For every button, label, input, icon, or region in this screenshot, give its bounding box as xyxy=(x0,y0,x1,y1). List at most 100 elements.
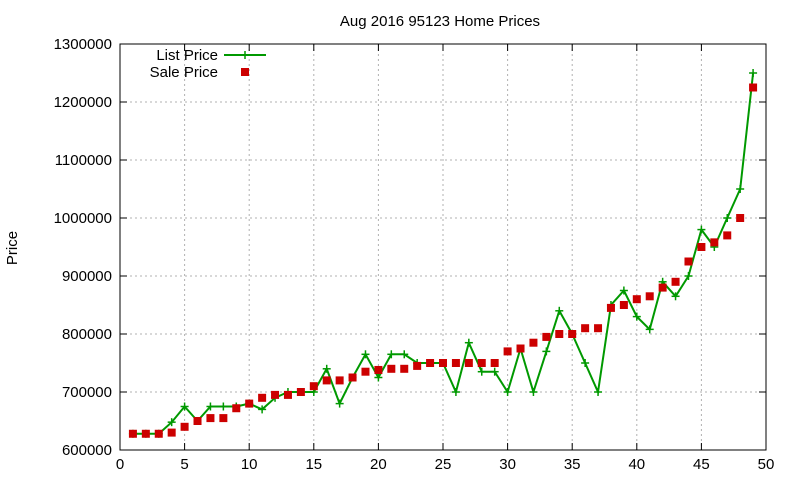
list-price-point xyxy=(632,312,641,321)
y-tick-label: 1100000 xyxy=(55,152,112,169)
sale-price-point xyxy=(167,428,176,437)
sale-price-point xyxy=(581,324,590,333)
y-tick-label: 1000000 xyxy=(54,210,112,227)
axis-ticks: 0 5 10 15 20 25 30 35 40 45 50 600000 700000 800000 90… xyxy=(54,36,775,473)
y-axis-label: Price xyxy=(4,231,21,265)
sale-price-point xyxy=(697,243,706,251)
x-tick-label: 25 xyxy=(435,456,452,473)
legend-label-sale-price: Sale Price xyxy=(150,64,218,81)
x-tick-label: 20 xyxy=(370,456,387,473)
sale-price-point xyxy=(154,429,163,438)
sale-price-point xyxy=(555,330,564,338)
list-price-point xyxy=(581,359,590,367)
sale-price-point xyxy=(193,417,202,425)
list-price-point xyxy=(167,418,176,427)
sale-price-point xyxy=(606,303,615,312)
list-price-point xyxy=(736,185,745,193)
list-price-point xyxy=(361,350,370,359)
x-tick-label: 45 xyxy=(693,456,710,473)
y-tick-label: 900000 xyxy=(62,268,112,285)
sale-price-point xyxy=(361,367,370,376)
list-price-point xyxy=(697,225,706,234)
list-price-point xyxy=(619,286,628,295)
x-tick-label: 30 xyxy=(499,456,516,473)
list-price-point xyxy=(723,214,732,222)
sale-price-point xyxy=(180,422,189,431)
sale-price-point xyxy=(374,365,383,374)
sale-price-point xyxy=(439,359,447,367)
sale-price-point xyxy=(413,361,422,370)
sale-price-point xyxy=(749,83,758,92)
sale-price-point xyxy=(141,429,150,438)
y-tick-label: 1300000 xyxy=(54,36,112,53)
list-price-point xyxy=(451,388,460,396)
sale-price-point xyxy=(258,393,267,402)
sale-price-point xyxy=(542,332,551,341)
sale-price-point xyxy=(283,390,292,399)
legend-label-list-price: List Price xyxy=(156,47,218,64)
x-tick-label: 10 xyxy=(241,456,258,473)
list-price-point xyxy=(477,367,486,376)
x-tick-label: 15 xyxy=(305,456,322,473)
list-price-point xyxy=(684,272,693,280)
sale-price-point xyxy=(490,359,499,367)
y-tick-label: 700000 xyxy=(62,384,112,401)
x-tick-label: 40 xyxy=(628,456,645,473)
list-price-point xyxy=(749,69,758,77)
sale-price-point xyxy=(632,295,641,304)
y-tick-label: 800000 xyxy=(62,326,112,343)
list-price-point xyxy=(594,388,603,396)
list-price-point xyxy=(219,402,228,411)
sale-price-point xyxy=(464,359,473,367)
y-tick-label: 600000 xyxy=(62,442,112,459)
sale-price-point xyxy=(309,382,318,391)
sale-price-point xyxy=(516,344,525,353)
sale-price-point xyxy=(451,359,460,367)
sale-price-point xyxy=(271,390,280,399)
x-tick-label: 50 xyxy=(758,456,775,473)
sale-price-point xyxy=(128,429,137,438)
sale-price-point xyxy=(684,257,693,266)
sale-price-point xyxy=(503,347,512,356)
sale-price-point xyxy=(568,330,577,338)
sale-price-point xyxy=(219,414,228,423)
sale-price-point xyxy=(645,292,654,301)
list-price-point xyxy=(335,399,344,408)
list-price-point xyxy=(464,338,473,347)
y-tick-label: 1200000 xyxy=(54,94,112,111)
list-price-point xyxy=(645,325,654,334)
list-price-point xyxy=(322,364,331,373)
chart-title: Aug 2016 95123 Home Prices xyxy=(340,13,540,30)
grid-lines xyxy=(120,44,766,450)
x-tick-label: 0 xyxy=(116,456,124,473)
list-price-point xyxy=(529,388,538,396)
legend-marker-list-price xyxy=(241,51,249,59)
list-price-point xyxy=(206,402,215,411)
sale-price-point xyxy=(529,338,538,347)
list-price-point xyxy=(180,402,189,411)
sale-price-point xyxy=(736,214,745,222)
sale-price-point xyxy=(400,364,409,373)
sale-price-point xyxy=(671,277,680,286)
sale-price-point xyxy=(296,388,305,396)
sale-price-point xyxy=(348,373,357,382)
list-price-point xyxy=(387,350,396,359)
sale-price-point xyxy=(206,414,215,423)
list-price-point xyxy=(555,306,564,315)
list-price-point xyxy=(400,350,409,359)
list-price-point xyxy=(490,367,499,376)
sale-price-point xyxy=(426,359,435,367)
sale-price-point xyxy=(594,324,603,333)
sale-price-point xyxy=(387,364,396,373)
list-price-point xyxy=(258,405,267,414)
sale-price-point xyxy=(245,399,254,408)
list-price-point xyxy=(374,373,383,382)
sale-price-point xyxy=(335,376,344,385)
sale-price-point xyxy=(658,283,667,292)
list-price-point xyxy=(671,292,680,301)
sale-price-point xyxy=(477,359,486,367)
list-price-point xyxy=(542,347,551,356)
x-tick-label: 5 xyxy=(180,456,188,473)
sale-price-point xyxy=(619,301,628,309)
